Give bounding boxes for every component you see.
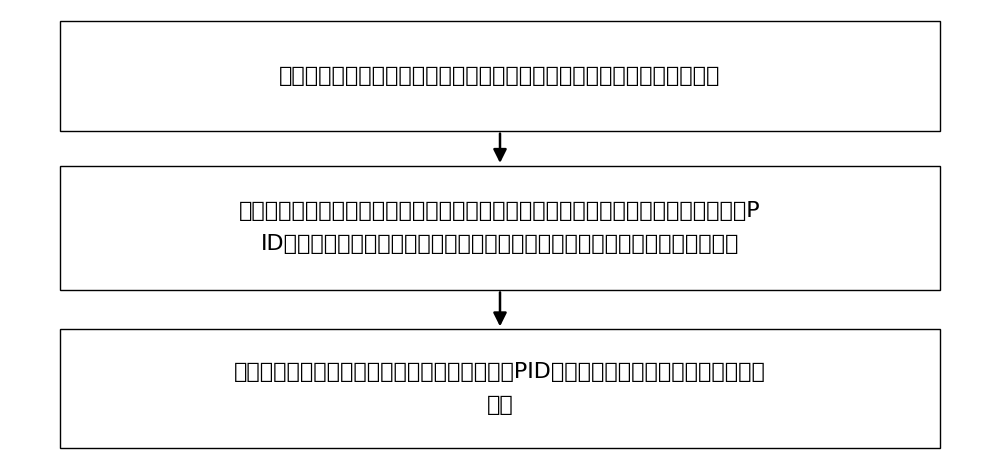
FancyBboxPatch shape	[60, 329, 940, 448]
Text: 转速: 转速	[487, 395, 513, 415]
Text: ID控制得到风扇转速增量，通过两者相加得到风扇转速总增量，输出风扇的转速: ID控制得到风扇转速增量，通过两者相加得到风扇转速总增量，输出风扇的转速	[261, 234, 739, 254]
Text: 若当前芯片功率不大于前一次芯片功率时，计算PID控制得到风扇转速增量，输出风扇的: 若当前芯片功率不大于前一次芯片功率时，计算PID控制得到风扇转速增量，输出风扇的	[234, 362, 766, 382]
FancyBboxPatch shape	[60, 166, 940, 290]
FancyBboxPatch shape	[60, 21, 940, 131]
Text: 每隔一定的时间间隔，记录芯片功率，判断当前功率是否大于前次芯片功率: 每隔一定的时间间隔，记录芯片功率，判断当前功率是否大于前次芯片功率	[279, 66, 721, 86]
Text: 若当前芯片功率大于前一次芯片功率时，分别计算功率变化量引起的风扇转速增量以及P: 若当前芯片功率大于前一次芯片功率时，分别计算功率变化量引起的风扇转速增量以及P	[239, 201, 761, 221]
